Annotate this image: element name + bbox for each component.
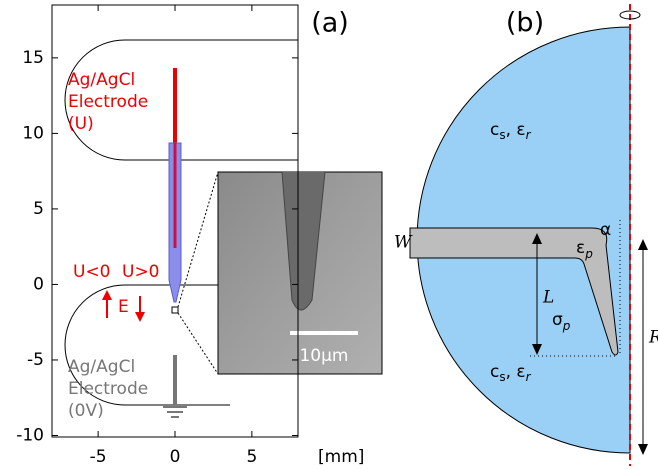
angle-label: α: [600, 220, 611, 240]
electrode-label: (0V): [68, 401, 104, 421]
zoom-box: [172, 307, 178, 313]
y-tick-label: 15: [22, 48, 44, 68]
label-sub: p: [584, 247, 593, 261]
zoom-line: [178, 172, 218, 307]
label-part: ε: [576, 238, 585, 258]
field-arrowhead: [102, 290, 112, 300]
label-part: c: [490, 120, 499, 140]
label-sub: p: [562, 319, 571, 333]
page: body { margin: 0; background: #fff; font…: [0, 0, 658, 470]
x-tick-label: 5: [246, 447, 257, 467]
electrode-label: Ag/AgCl: [68, 357, 135, 377]
polarity-label: U>0: [122, 262, 160, 282]
label-part: , ε: [506, 362, 526, 382]
label-part: c: [490, 362, 499, 382]
zoom-line: [178, 313, 218, 374]
electrode-label: Ag/AgCl: [68, 70, 135, 90]
x-tick-label: -5: [90, 447, 107, 467]
polarity-label: U<0: [73, 262, 111, 282]
y-tick-label: 5: [33, 199, 44, 219]
label-part: , ε: [506, 120, 526, 140]
electrode-label: (U): [68, 114, 94, 134]
field-arrowhead: [135, 312, 145, 322]
radius-label: R: [648, 328, 658, 348]
field-label: E: [118, 297, 129, 317]
x-tick-label: 0: [170, 447, 181, 467]
figure: (a) [mm] Ag/AgCl Electrode (U) U<0 U>0 E…: [0, 0, 658, 470]
y-tick-label: 10: [22, 123, 44, 143]
y-tick-label: 0: [33, 274, 44, 294]
y-tick-label: -10: [16, 425, 44, 445]
medium-label: cs, εr: [490, 362, 532, 384]
x-unit: [mm]: [318, 447, 364, 467]
panel-label: (a): [311, 8, 349, 39]
electrode-label: Electrode: [68, 92, 148, 112]
label-part: σ: [552, 310, 563, 330]
electrode-label: Electrode: [68, 379, 148, 399]
medium-label: cs, εr: [490, 120, 532, 142]
body: {"panel_a": {"label": "(a)", "xlim": [-8…: [0, 0, 658, 470]
width-label: W: [394, 233, 413, 253]
upper-electrode-outline-right: [245, 40, 360, 160]
y-tick-label: -5: [27, 350, 44, 370]
panel-label: (b): [506, 8, 544, 39]
scale-bar-label: 10μm: [299, 346, 348, 366]
length-label: L: [542, 288, 554, 308]
